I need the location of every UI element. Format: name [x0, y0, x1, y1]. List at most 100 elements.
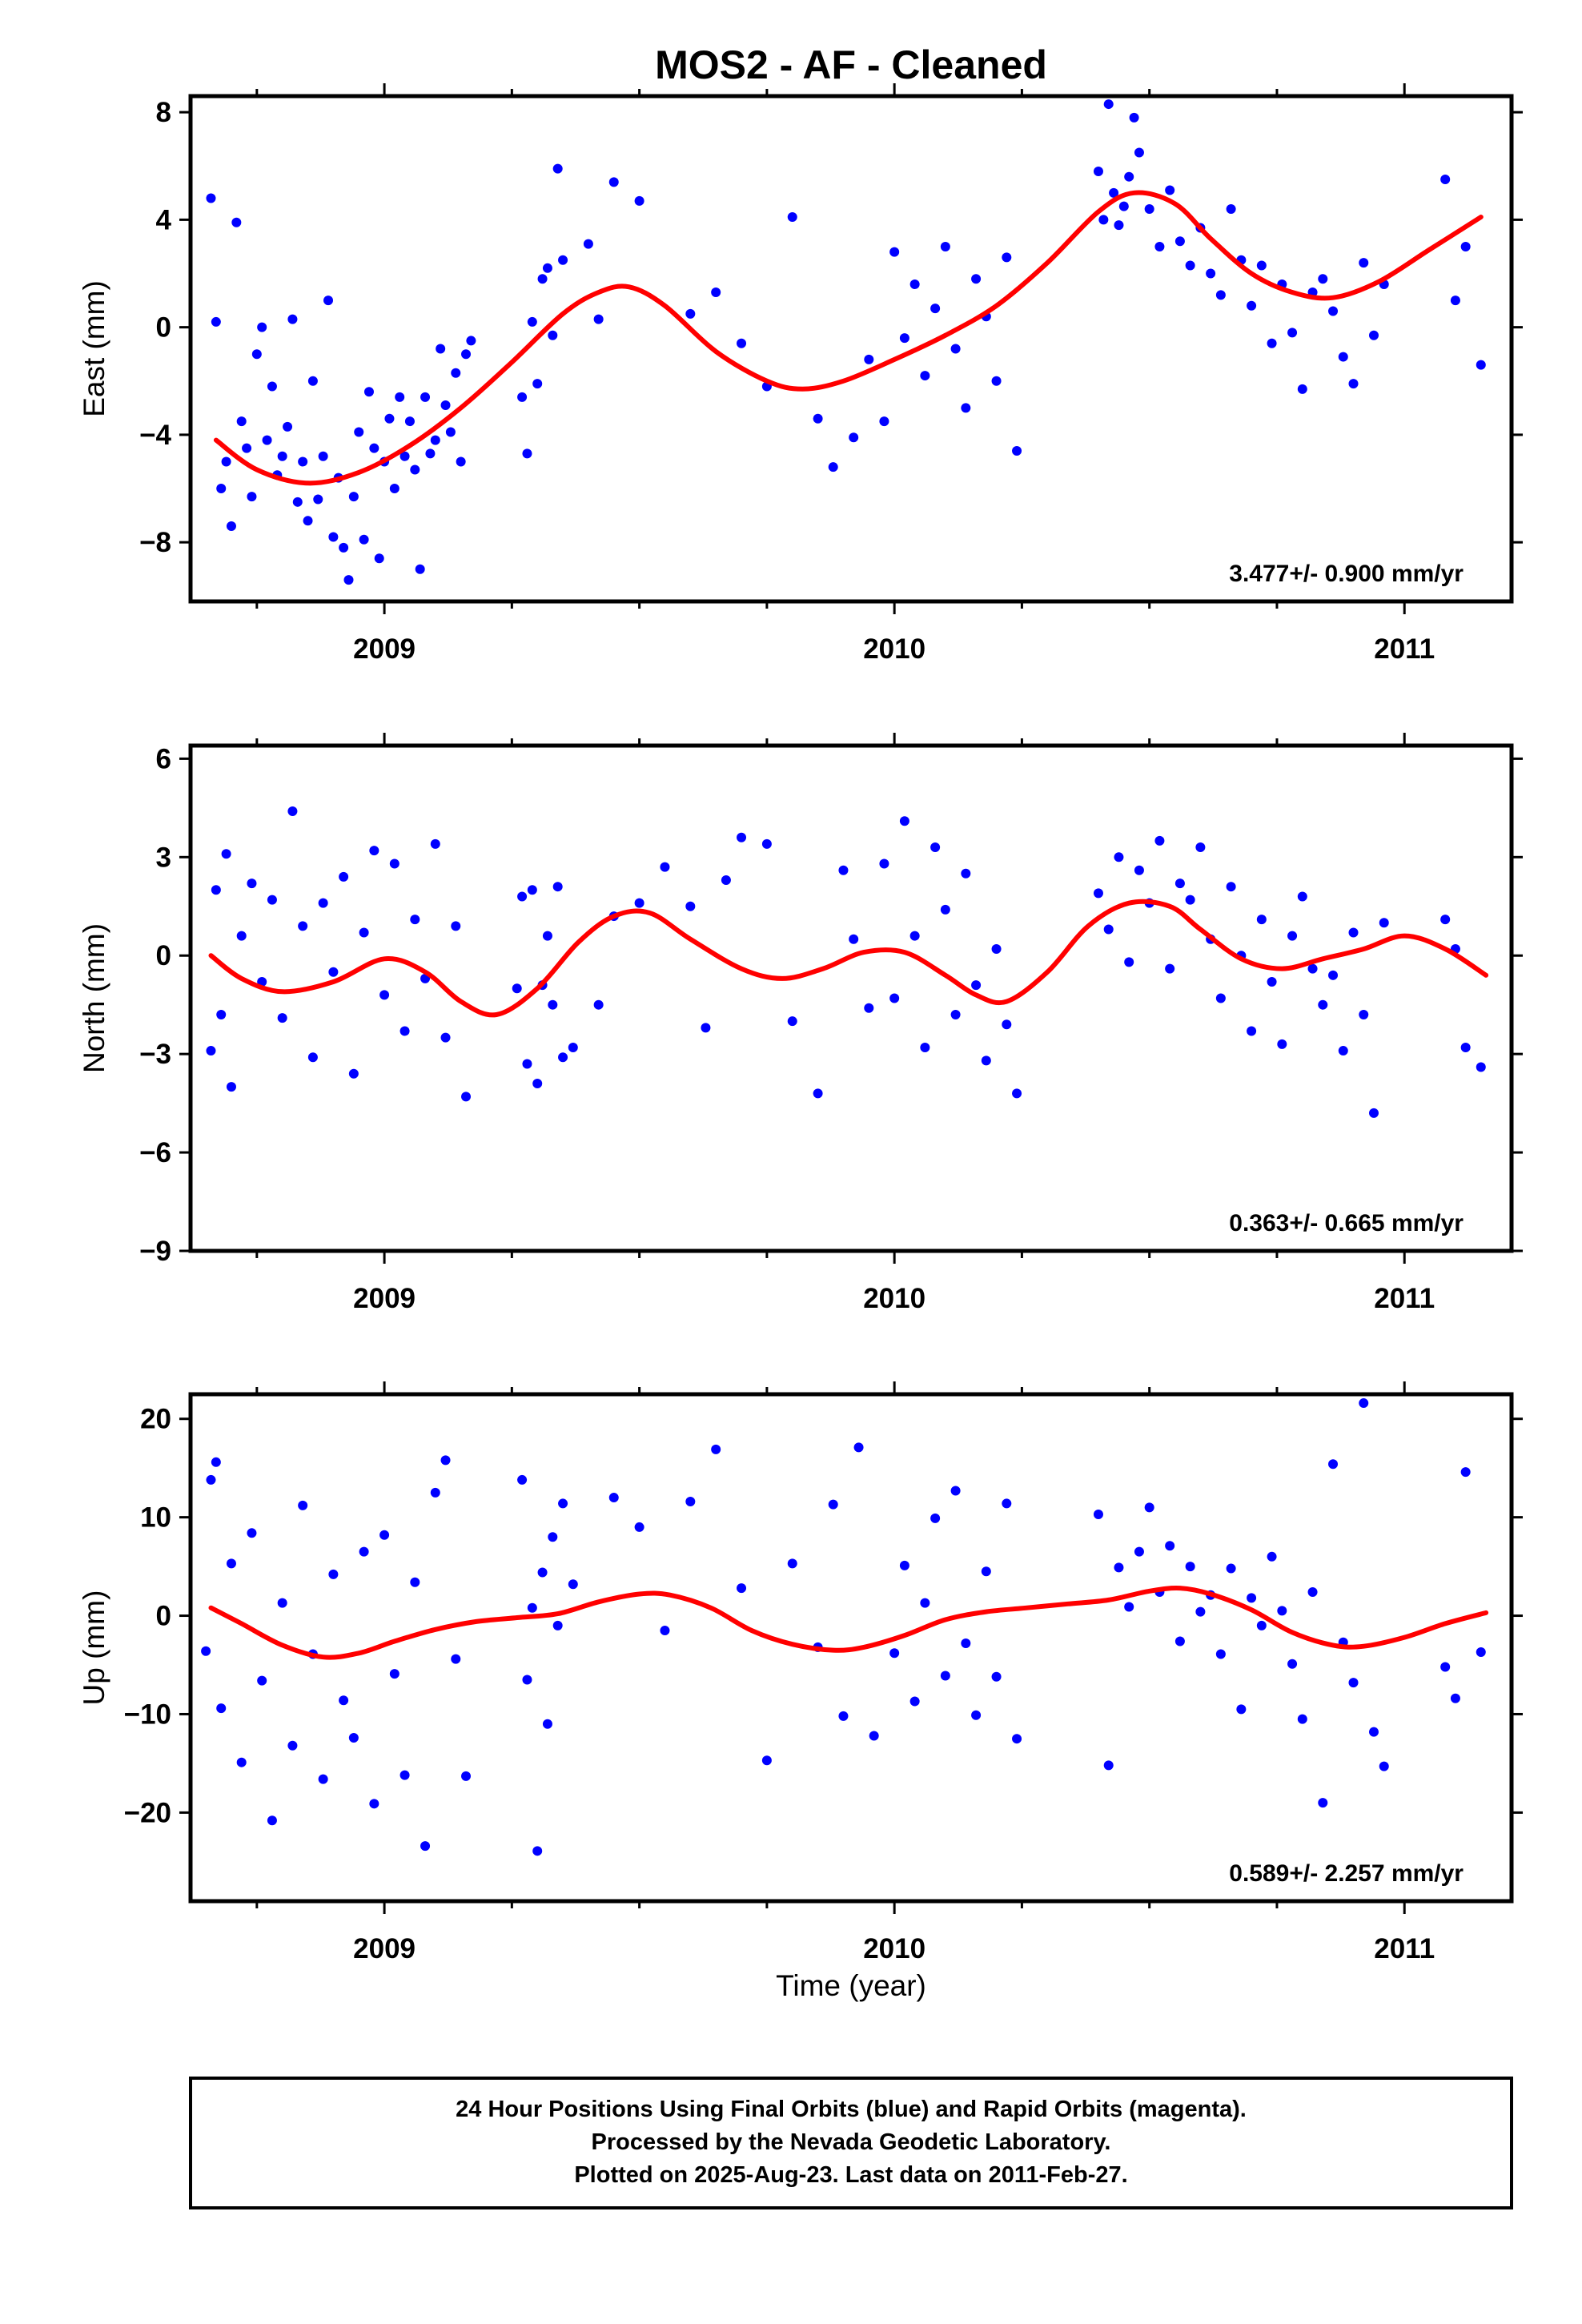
data-point: [889, 1648, 900, 1659]
data-point: [1338, 352, 1348, 362]
data-point: [930, 1513, 941, 1523]
data-point: [660, 862, 670, 872]
data-point: [328, 1569, 339, 1579]
data-point: [981, 1055, 991, 1066]
x-tick-label: 2009: [353, 1283, 416, 1314]
data-point: [307, 1052, 318, 1063]
data-point: [1215, 290, 1226, 300]
data-point: [1318, 274, 1328, 284]
data-point: [1134, 1546, 1144, 1557]
data-point: [542, 931, 552, 941]
data-point: [1012, 1734, 1022, 1744]
data-point: [1174, 879, 1185, 889]
data-point: [206, 1046, 216, 1056]
data-point: [920, 1598, 930, 1608]
data-point: [1124, 1602, 1134, 1612]
data-point: [231, 217, 242, 227]
plot-frame: [188, 743, 1514, 1253]
data-point: [389, 858, 400, 869]
data-point: [379, 1530, 390, 1540]
y-tick-label: −3: [139, 1039, 171, 1070]
data-point: [1226, 882, 1236, 892]
data-point: [436, 344, 446, 354]
footer-line-2: Processed by the Nevada Geodetic Laborat…: [592, 2129, 1111, 2155]
data-point: [1093, 166, 1103, 176]
data-point: [991, 376, 1002, 386]
data-point: [1226, 1563, 1236, 1574]
plot-frame: [188, 94, 1514, 604]
x-tick-label: 2009: [353, 1933, 416, 1964]
footer-box: [189, 2077, 1513, 2209]
east-panel: −8 −4 0 4 8 2009 2010 2011 East (mm) 3.477+/- 0.9…: [78, 83, 1523, 665]
data-point: [1368, 1727, 1379, 1737]
data-point: [1297, 384, 1307, 394]
data-point: [1267, 977, 1277, 987]
data-point: [1247, 1026, 1257, 1036]
data-point: [1277, 1606, 1287, 1616]
data-point: [298, 1500, 308, 1510]
data-point: [257, 322, 267, 332]
data-point: [1348, 927, 1359, 938]
data-point: [920, 371, 930, 381]
data-point: [1476, 1647, 1486, 1658]
data-point: [1195, 842, 1206, 853]
y-tick-label: 3: [156, 842, 171, 873]
data-point: [287, 806, 298, 816]
data-point: [1460, 1467, 1471, 1478]
data-point: [1124, 957, 1134, 967]
data-point: [517, 1474, 528, 1485]
data-point: [1328, 1459, 1339, 1470]
data-point: [1307, 963, 1318, 974]
data-point: [864, 354, 874, 364]
x-tick-label: 2011: [1374, 633, 1435, 665]
data-point: [247, 879, 257, 889]
data-point: [517, 392, 528, 402]
y-tick-label: 8: [156, 97, 171, 128]
data-point: [1185, 260, 1195, 271]
data-point: [971, 1710, 982, 1720]
data-point: [1256, 1620, 1267, 1630]
data-point: [685, 1496, 696, 1506]
data-point: [262, 435, 272, 445]
data-point: [277, 1598, 287, 1608]
data-point: [1287, 328, 1298, 338]
data-point: [1185, 895, 1195, 905]
data-point: [1256, 260, 1267, 271]
data-point: [1460, 241, 1471, 251]
y-tick-label: −9: [139, 1236, 171, 1267]
data-point: [267, 895, 277, 905]
data-point: [1144, 203, 1154, 214]
data-point: [1318, 999, 1328, 1010]
data-point: [400, 1770, 410, 1780]
data-point: [1379, 1761, 1389, 1771]
data-point: [267, 1815, 277, 1826]
data-point: [348, 492, 359, 502]
data-point: [461, 1771, 472, 1781]
data-point: [226, 1558, 236, 1569]
data-point: [420, 1841, 431, 1852]
data-point: [1215, 993, 1226, 1003]
data-point: [761, 1755, 772, 1766]
data-point: [221, 456, 231, 467]
data-point: [1338, 1046, 1348, 1056]
data-point: [251, 349, 262, 360]
data-point: [369, 1799, 379, 1809]
data-point: [292, 497, 303, 507]
data-point: [930, 304, 941, 314]
data-point: [339, 871, 349, 882]
data-point: [889, 247, 900, 257]
y-tick-label: −6: [139, 1137, 171, 1168]
fit-line: [213, 190, 1484, 486]
data-points: [206, 99, 1486, 585]
data-point: [961, 1638, 971, 1648]
data-point: [1287, 1659, 1298, 1669]
data-point: [339, 1695, 349, 1706]
data-point: [864, 1003, 874, 1013]
x-tick-label: 2010: [863, 1933, 926, 1964]
data-point: [430, 1487, 440, 1498]
data-point: [991, 944, 1002, 955]
data-point: [374, 553, 384, 564]
data-point: [1093, 1509, 1103, 1519]
data-point: [558, 1052, 568, 1063]
